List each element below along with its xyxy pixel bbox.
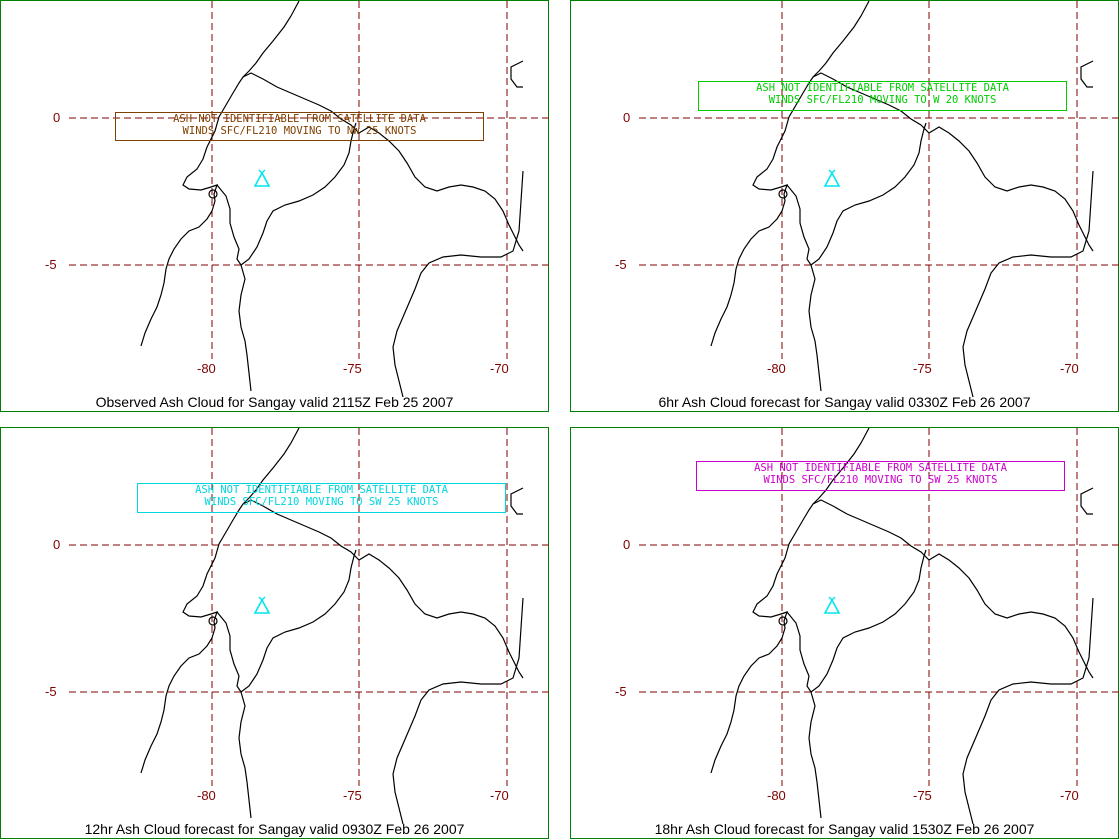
volcano-triangle bbox=[823, 598, 841, 614]
peru-coastline bbox=[808, 691, 822, 819]
lon-label-minus70: -70 bbox=[1060, 361, 1079, 376]
ash-notice-line1: ASH NOT IDENTIFIABLE FROM SATELLITE DATA bbox=[173, 113, 426, 125]
panel-observed: 0 -5 -80 -75 -70 ASH NOT IDENTIFIABLE FR… bbox=[0, 0, 550, 412]
volcano-plume bbox=[828, 169, 836, 174]
volcano-triangle-icon bbox=[823, 596, 841, 614]
border-fragment bbox=[510, 60, 524, 88]
volcano-plume bbox=[828, 596, 836, 601]
peru-coastline bbox=[808, 264, 822, 392]
panel-6hr: 0 -5 -80 -75 -70 ASH NOT IDENTIFIABLE FR… bbox=[570, 0, 1119, 412]
lon-label-minus70: -70 bbox=[490, 788, 509, 803]
border-fragment bbox=[1080, 60, 1094, 88]
lat-label-minus5: -5 bbox=[615, 257, 627, 272]
lon-label-minus80: -80 bbox=[197, 788, 216, 803]
peru-coastline bbox=[238, 264, 252, 392]
map-6hr bbox=[639, 1, 1119, 398]
border-fragment bbox=[1080, 487, 1094, 515]
lat-label-0: 0 bbox=[623, 537, 631, 552]
lon-label-minus80: -80 bbox=[767, 788, 786, 803]
ash-notice-box: ASH NOT IDENTIFIABLE FROM SATELLITE DATA… bbox=[115, 112, 484, 141]
border-fragment bbox=[510, 487, 524, 515]
colombia-border bbox=[242, 72, 524, 252]
ecuador-border bbox=[786, 549, 927, 693]
volcano-triangle-icon bbox=[253, 596, 271, 614]
volcano-triangle bbox=[253, 171, 271, 187]
ash-notice-line1: ASH NOT IDENTIFIABLE FROM SATELLITE DATA bbox=[754, 462, 1007, 474]
ash-notice-line2: WINDS SFC/FL210 MOVING TO NW 25 KNOTS bbox=[182, 125, 417, 137]
ash-notice-line1: ASH NOT IDENTIFIABLE FROM SATELLITE DATA bbox=[756, 82, 1009, 94]
volcano-plume bbox=[258, 596, 266, 601]
ash-notice-box: ASH NOT IDENTIFIABLE FROM SATELLITE DATA… bbox=[137, 483, 506, 513]
ash-notice-line2: WINDS SFC/FL210 MOVING TO SW 25 KNOTS bbox=[763, 474, 998, 486]
peru-coastline bbox=[238, 691, 252, 819]
lon-label-minus80: -80 bbox=[767, 361, 786, 376]
lon-label-minus70: -70 bbox=[490, 361, 509, 376]
lon-label-minus75: -75 bbox=[343, 788, 362, 803]
ecuador-border bbox=[216, 122, 357, 266]
lat-label-0: 0 bbox=[53, 110, 61, 125]
pacific-coastline bbox=[140, 1, 300, 347]
panel-caption: 6hr Ash Cloud forecast for Sangay valid … bbox=[658, 394, 1031, 410]
ash-notice-box: ASH NOT IDENTIFIABLE FROM SATELLITE DATA… bbox=[696, 461, 1065, 491]
volcano-triangle bbox=[823, 171, 841, 187]
lon-label-minus75: -75 bbox=[913, 361, 932, 376]
lon-label-minus70: -70 bbox=[1060, 788, 1079, 803]
ash-notice-box: ASH NOT IDENTIFIABLE FROM SATELLITE DATA… bbox=[698, 81, 1067, 111]
island-outline bbox=[208, 616, 218, 626]
lat-label-0: 0 bbox=[623, 110, 631, 125]
colombia-border bbox=[812, 72, 1094, 252]
ash-notice-line2: WINDS SFC/FL210 MOVING TO W 20 KNOTS bbox=[768, 94, 997, 106]
ecuador-border bbox=[786, 122, 927, 266]
volcano-plume bbox=[258, 169, 266, 174]
lat-label-0: 0 bbox=[53, 537, 61, 552]
volcano-triangle-icon bbox=[823, 169, 841, 187]
lat-label-minus5: -5 bbox=[615, 684, 627, 699]
volcano-triangle-icon bbox=[253, 169, 271, 187]
panel-caption: 12hr Ash Cloud forecast for Sangay valid… bbox=[84, 821, 465, 837]
panel-12hr: 0 -5 -80 -75 -70 ASH NOT IDENTIFIABLE FR… bbox=[0, 427, 550, 839]
panel-18hr: 0 -5 -80 -75 -70 ASH NOT IDENTIFIABLE FR… bbox=[570, 427, 1119, 839]
lon-label-minus80: -80 bbox=[197, 361, 216, 376]
map-18hr bbox=[639, 428, 1119, 825]
brazil-border bbox=[962, 170, 1094, 398]
pacific-coastline bbox=[140, 428, 300, 774]
island-outline bbox=[778, 189, 788, 199]
map-12hr bbox=[69, 428, 550, 825]
pacific-coastline bbox=[710, 428, 870, 774]
pacific-coastline bbox=[710, 1, 870, 347]
ecuador-border bbox=[216, 549, 357, 693]
panel-caption: Observed Ash Cloud for Sangay valid 2115… bbox=[95, 394, 454, 410]
ash-notice-line2: WINDS SFC/FL210 MOVING TO SW 25 KNOTS bbox=[204, 496, 439, 508]
lat-label-minus5: -5 bbox=[45, 257, 57, 272]
lon-label-minus75: -75 bbox=[913, 788, 932, 803]
ash-notice-line1: ASH NOT IDENTIFIABLE FROM SATELLITE DATA bbox=[195, 484, 448, 496]
volcano-triangle bbox=[253, 598, 271, 614]
island-outline bbox=[208, 189, 218, 199]
lat-label-minus5: -5 bbox=[45, 684, 57, 699]
brazil-border bbox=[392, 597, 524, 825]
brazil-border bbox=[962, 597, 1094, 825]
brazil-border bbox=[392, 170, 524, 398]
map-observed bbox=[69, 1, 550, 398]
island-outline bbox=[778, 616, 788, 626]
lon-label-minus75: -75 bbox=[343, 361, 362, 376]
colombia-border bbox=[812, 499, 1094, 679]
panel-caption: 18hr Ash Cloud forecast for Sangay valid… bbox=[654, 821, 1035, 837]
colombia-border bbox=[242, 499, 524, 679]
